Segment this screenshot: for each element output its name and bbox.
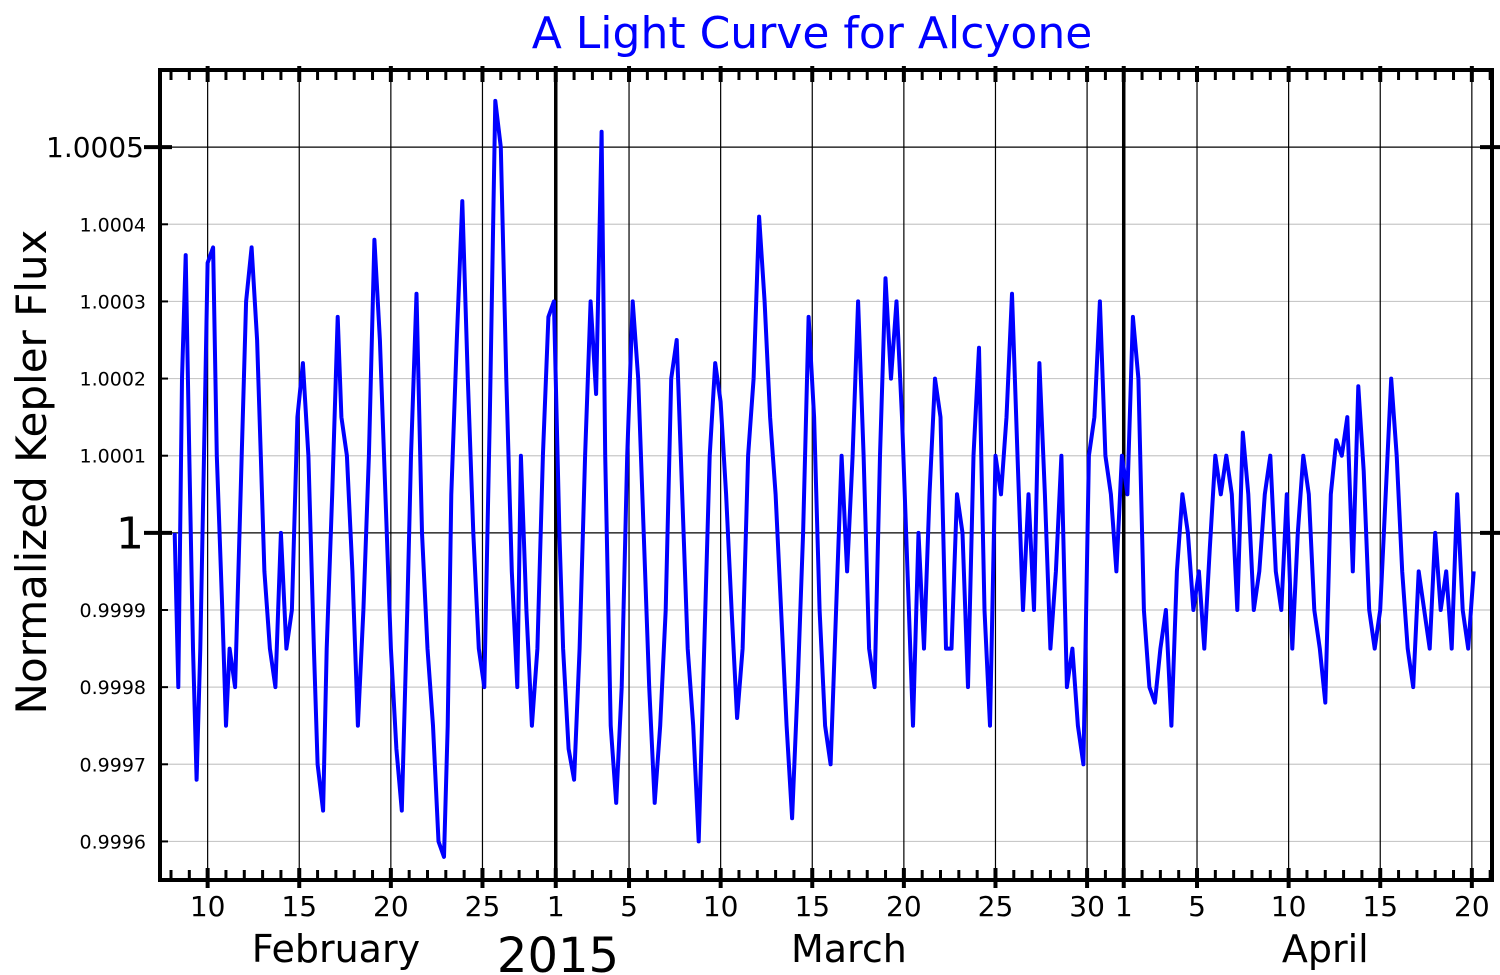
y-tick-label: 0.9999 bbox=[80, 600, 146, 622]
x-tick-label: 10 bbox=[1271, 890, 1307, 923]
y-tick-label: 1.0005 bbox=[46, 131, 144, 164]
x-tick-label: 15 bbox=[1362, 890, 1398, 923]
chart-title: A Light Curve for Alcyone bbox=[532, 8, 1093, 59]
y-tick-label: 1.0001 bbox=[80, 446, 146, 468]
x-tick-label: 15 bbox=[281, 890, 317, 923]
x-tick-label: 1 bbox=[547, 890, 565, 923]
x-tick-label: 10 bbox=[703, 890, 739, 923]
x-tick-label: 25 bbox=[978, 890, 1014, 923]
x-tick-label: 15 bbox=[794, 890, 830, 923]
y-axis-label: Normalized Kepler Flux bbox=[7, 230, 56, 715]
x-tick-label: 20 bbox=[373, 890, 409, 923]
x-tick-label: 1 bbox=[1115, 890, 1133, 923]
x-tick-label: 5 bbox=[1188, 890, 1206, 923]
flux-series-line bbox=[172, 98, 1476, 859]
year-label: 2015 bbox=[497, 928, 619, 975]
month-label: March bbox=[791, 927, 907, 971]
y-tick-label: 1.0003 bbox=[80, 291, 146, 313]
x-tick-label: 20 bbox=[886, 890, 922, 923]
x-tick-label: 20 bbox=[1454, 890, 1490, 923]
y-tick-label: 0.9997 bbox=[80, 754, 146, 776]
y-tick-label: 0.9996 bbox=[80, 831, 146, 853]
y-tick-label: 0.9998 bbox=[80, 677, 146, 699]
y-tick-label: 1 bbox=[116, 509, 144, 560]
x-tick-label: 10 bbox=[190, 890, 226, 923]
x-tick-label: 30 bbox=[1069, 890, 1105, 923]
month-label: April bbox=[1282, 927, 1369, 971]
x-tick-label: 25 bbox=[465, 890, 501, 923]
series-layer bbox=[172, 98, 1476, 859]
y-tick-label: 1.0002 bbox=[80, 369, 146, 391]
y-tick-label: 1.0004 bbox=[80, 214, 146, 236]
month-label: February bbox=[252, 927, 420, 971]
labels-layer: 1.0004 1.0003 1.0002 1.0001 0.9999 0.9998 0.99… bbox=[46, 131, 1490, 971]
x-tick-label: 5 bbox=[620, 890, 638, 923]
plot-frame bbox=[158, 68, 1494, 882]
grid-layer bbox=[160, 70, 1492, 888]
